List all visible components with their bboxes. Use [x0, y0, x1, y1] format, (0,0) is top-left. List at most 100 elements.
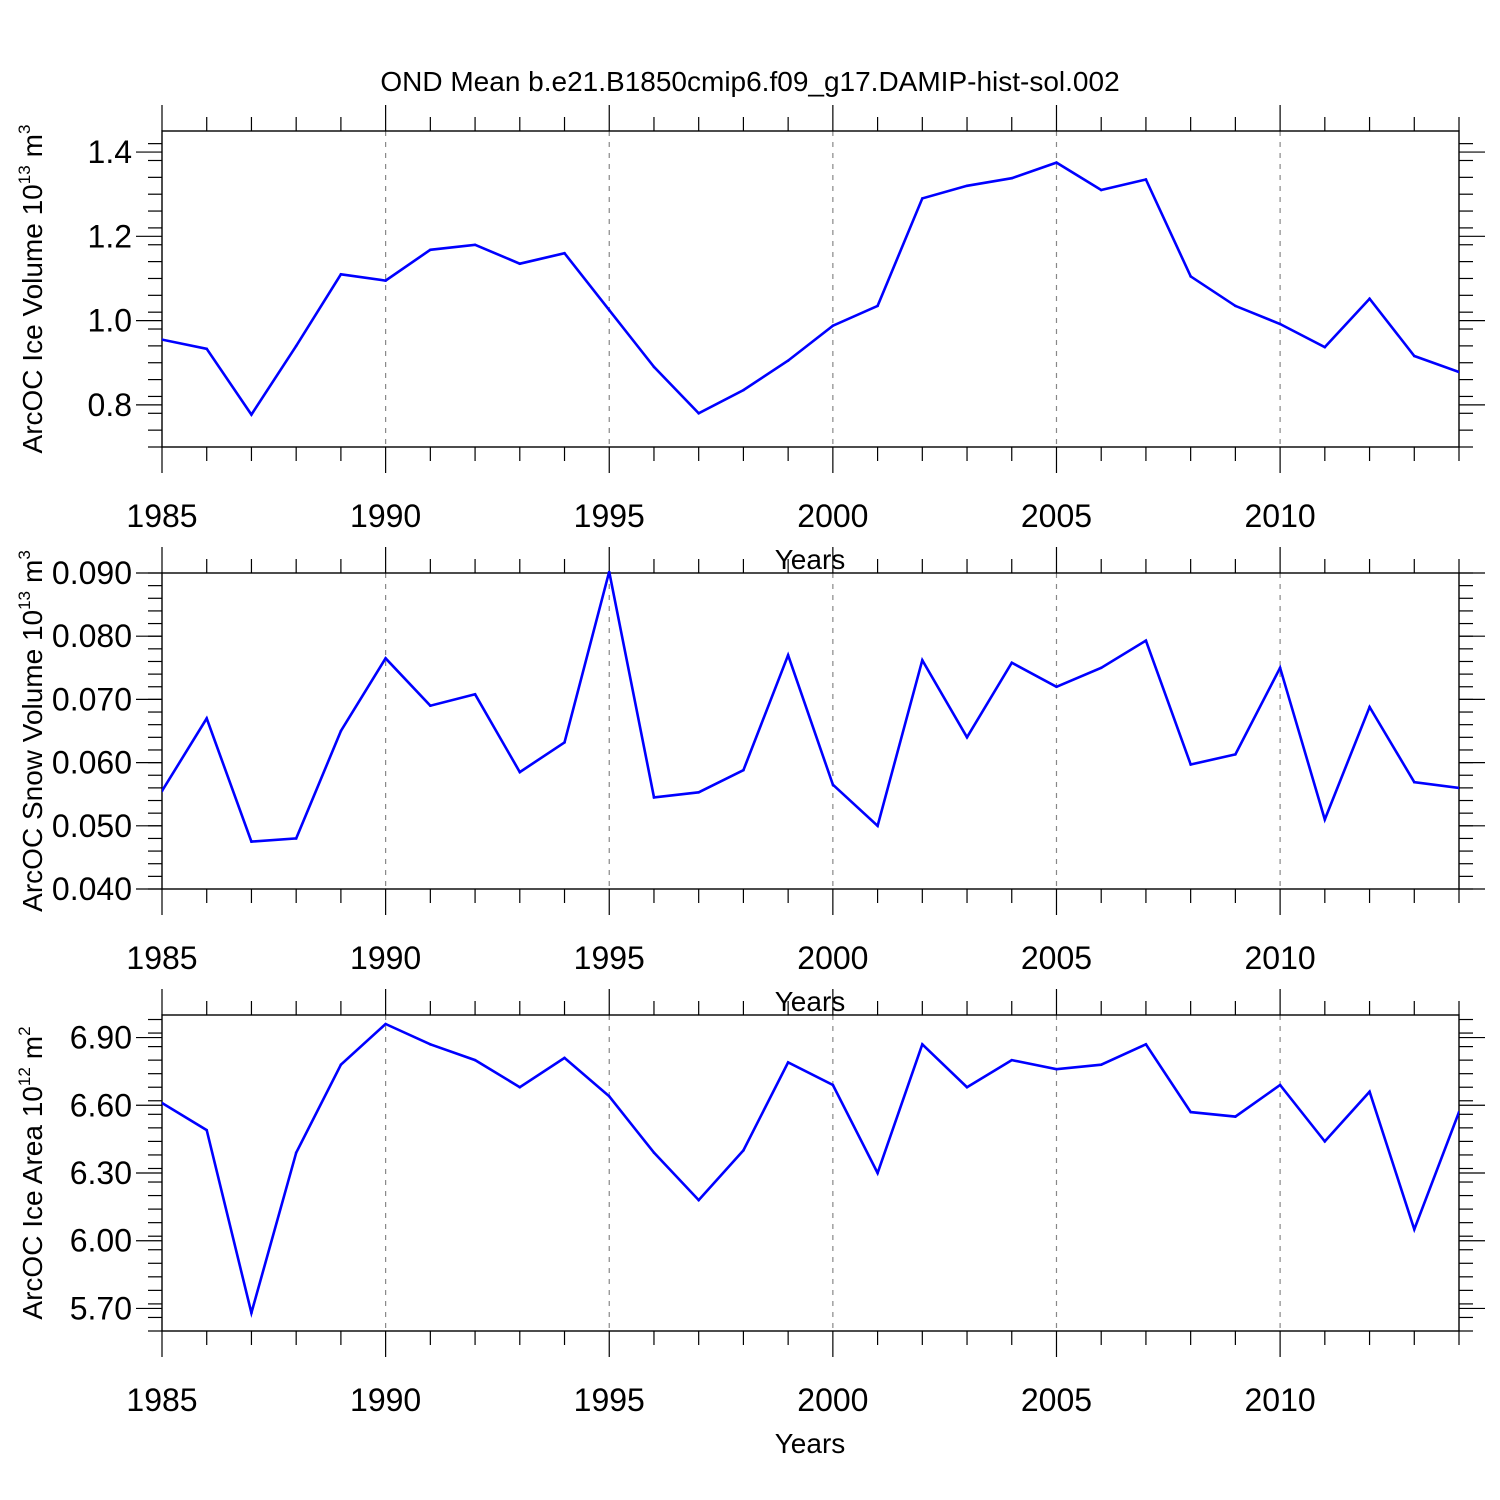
data-point: [1457, 1110, 1459, 1114]
data-point: [429, 1043, 432, 1046]
x-axis-title: Years: [775, 544, 846, 575]
data-point: [563, 741, 566, 744]
x-tick-label: 2000: [797, 1382, 868, 1418]
y-tick-label: 1.4: [88, 134, 132, 170]
data-point: [1457, 370, 1459, 374]
data-point: [697, 411, 700, 415]
data-point: [1234, 1115, 1237, 1118]
data-point: [1234, 304, 1237, 308]
y-tick-label: 1.2: [88, 218, 132, 254]
x-tick-label: 1995: [574, 1382, 645, 1418]
data-point: [921, 658, 924, 662]
data-point: [162, 1101, 164, 1105]
y-tick-label: 6.90: [70, 1020, 132, 1056]
chart-title: OND Mean b.e21.B1850cmip6.f09_g17.DAMIP-…: [380, 66, 1119, 97]
y-axis-title: ArcOC Snow Volume 1013 m3: [15, 550, 48, 912]
data-point: [1010, 661, 1014, 665]
data-point: [1278, 1083, 1282, 1087]
data-point: [742, 388, 745, 392]
plot-frame: [161, 130, 1460, 448]
data-point: [429, 704, 432, 708]
y-axis-title-exponent: 13: [15, 591, 34, 610]
x-axis-title: Years: [775, 986, 846, 1017]
series-line: [162, 571, 1459, 843]
data-point: [1278, 666, 1282, 670]
data-point: [1234, 753, 1237, 756]
data-point: [1010, 176, 1014, 180]
data-point: [384, 279, 387, 282]
chart-panel-2: 0.040 0.050 0.060 0.070 0.080 0.090 1985 1990 19…: [15, 547, 1485, 1017]
data-point: [876, 824, 879, 828]
data-point: [1144, 1043, 1148, 1046]
data-point: [607, 1094, 611, 1098]
data-point: [518, 262, 522, 266]
data-point: [294, 837, 298, 840]
data-point: [607, 571, 611, 574]
data-point: [1323, 345, 1327, 349]
y-tick-label: 0.8: [88, 387, 132, 423]
y-tick-label: 0.090: [52, 555, 132, 591]
data-point: [1189, 275, 1192, 278]
plot-frame: [161, 572, 1460, 890]
data-point: [563, 251, 566, 255]
y-axis-title-text: ArcOC Snow Volume 10: [17, 610, 48, 912]
data-point: [1099, 1063, 1103, 1066]
data-point: [652, 796, 656, 799]
data-point: [473, 1058, 477, 1062]
y-tick-label: 0.040: [52, 871, 132, 907]
x-tick-label: 2010: [1245, 1382, 1316, 1418]
data-point: [831, 324, 835, 327]
y-axis-title-unit: m: [17, 560, 48, 583]
data-point: [473, 243, 477, 247]
y-axis-title-exponent: 13: [15, 165, 34, 184]
chart-panel-3: 5.70 6.00 6.30 6.60 6.90 1985 1990 1995 2000 2005…: [15, 989, 1485, 1459]
x-tick-label: 1985: [126, 498, 197, 534]
data-point: [339, 272, 343, 276]
data-point: [1189, 763, 1192, 766]
y-axis-title-unit-exponent: 3: [15, 550, 34, 559]
plot-frame: [161, 1014, 1460, 1332]
data-point: [1055, 1067, 1058, 1071]
data-point: [1055, 161, 1058, 164]
y-tick-label: 0.070: [52, 681, 132, 717]
x-tick-label: 1990: [350, 498, 421, 534]
data-point: [518, 1085, 522, 1089]
data-point: [339, 729, 343, 733]
data-point: [876, 1171, 879, 1175]
y-axis-title-exponent: 12: [15, 1067, 34, 1086]
y-tick-label: 6.00: [70, 1223, 132, 1259]
x-tick-label: 2005: [1021, 498, 1092, 534]
data-point: [921, 197, 924, 200]
data-point: [1412, 780, 1416, 784]
data-point: [876, 304, 879, 308]
data-point: [162, 338, 164, 341]
data-point: [518, 770, 522, 774]
data-point: [742, 768, 745, 772]
data-point: [697, 1198, 700, 1202]
data-point: [429, 248, 432, 252]
chart-panel-1: 0.8 1.0 1.2 1.4 1985 1990 1995 2000 2005 2010 Year…: [15, 105, 1485, 575]
data-point: [1099, 666, 1103, 670]
data-point: [250, 413, 253, 416]
y-tick-label: 0.060: [52, 745, 132, 781]
y-tick-label: 6.60: [70, 1087, 132, 1123]
data-point: [1278, 322, 1282, 326]
data-point: [1189, 1110, 1192, 1114]
data-point: [786, 653, 790, 657]
data-point: [965, 184, 969, 188]
x-tick-label: 2000: [797, 940, 868, 976]
data-point: [607, 308, 611, 312]
data-point: [652, 1151, 656, 1154]
x-tick-label: 2005: [1021, 1382, 1092, 1418]
data-point: [652, 365, 656, 369]
x-tick-label: 1990: [350, 1382, 421, 1418]
x-axis-title: Years: [775, 1428, 846, 1459]
data-point: [1144, 639, 1148, 642]
data-point: [831, 1083, 835, 1087]
data-point: [697, 791, 700, 794]
data-point: [1323, 818, 1327, 821]
data-point: [1368, 705, 1371, 709]
x-tick-label: 1995: [574, 940, 645, 976]
data-point: [1144, 178, 1148, 181]
data-point: [1323, 1140, 1327, 1143]
